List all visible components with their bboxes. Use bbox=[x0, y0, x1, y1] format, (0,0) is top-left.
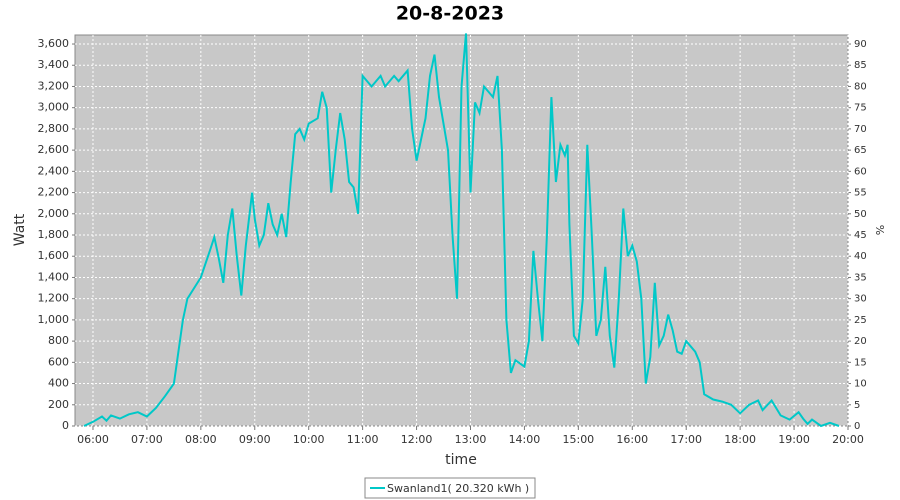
y2-tick-label: 70 bbox=[854, 124, 867, 135]
x-tick-label: 07:00 bbox=[131, 433, 163, 446]
y2-tick-label: 55 bbox=[854, 188, 867, 199]
y2-tick-label: 30 bbox=[854, 294, 867, 305]
y-tick-label: 3,400 bbox=[38, 58, 70, 71]
x-tick-label: 06:00 bbox=[77, 433, 109, 446]
y2-tick-label: 65 bbox=[854, 145, 867, 156]
x-tick-label: 08:00 bbox=[185, 433, 217, 446]
x-tick-label: 14:00 bbox=[509, 433, 541, 446]
x-tick-label: 12:00 bbox=[401, 433, 433, 446]
y-tick-label: 600 bbox=[48, 355, 69, 368]
x-tick-label: 19:00 bbox=[778, 433, 810, 446]
y2-tick-label: 50 bbox=[854, 209, 867, 220]
y-axis-title: Watt bbox=[12, 213, 28, 246]
y2-tick-label: 20 bbox=[854, 336, 867, 347]
y-tick-label: 3,200 bbox=[38, 79, 70, 92]
x-tick-label: 15:00 bbox=[562, 433, 594, 446]
legend bbox=[364, 477, 536, 499]
y-tick-label: 2,000 bbox=[38, 207, 70, 220]
y-tick-label: 1,000 bbox=[38, 313, 70, 326]
y-tick-label: 3,000 bbox=[38, 101, 70, 114]
x-axis-title: time bbox=[445, 452, 477, 468]
x-tick-label: 16:00 bbox=[616, 433, 648, 446]
y-tick-label: 1,600 bbox=[38, 249, 70, 262]
x-tick-label: 11:00 bbox=[347, 433, 379, 446]
y2-tick-label: 90 bbox=[854, 39, 867, 50]
y2-tick-label: 60 bbox=[854, 166, 867, 177]
y-tick-label: 800 bbox=[48, 334, 69, 347]
y2-tick-label: 10 bbox=[854, 379, 867, 390]
y-tick-label: 2,800 bbox=[38, 122, 70, 135]
y-tick-label: 1,800 bbox=[38, 228, 70, 241]
y2-tick-label: 45 bbox=[854, 230, 867, 241]
y-tick-label: 1,400 bbox=[38, 270, 70, 283]
y2-tick-label: 35 bbox=[854, 272, 867, 283]
series-line bbox=[83, 33, 840, 428]
y-tick-label: 3,600 bbox=[38, 37, 70, 50]
y2-tick-label: 5 bbox=[854, 400, 860, 411]
y-tick-label: 0 bbox=[62, 419, 69, 432]
x-tick-label: 18:00 bbox=[724, 433, 756, 446]
x-tick-label: 13:00 bbox=[455, 433, 487, 446]
y-tick-label: 400 bbox=[48, 377, 69, 390]
y-tick-label: 2,200 bbox=[38, 186, 70, 199]
y2-tick-label: 25 bbox=[854, 315, 867, 326]
x-tick-label: 17:00 bbox=[670, 433, 702, 446]
y2-tick-label: 40 bbox=[854, 251, 867, 262]
x-tick-label: 09:00 bbox=[239, 433, 271, 446]
y2-tick-label: 75 bbox=[854, 103, 867, 114]
y2-tick-label: 0 bbox=[854, 421, 860, 432]
y-tick-label: 1,200 bbox=[38, 292, 70, 305]
legend-label: Swanland1( 20.320 kWh ) bbox=[387, 482, 529, 495]
x-tick-label: 10:00 bbox=[293, 433, 325, 446]
y-tick-label: 200 bbox=[48, 398, 69, 411]
y2-tick-label: 85 bbox=[854, 60, 867, 71]
x-tick-label: 20:00 bbox=[832, 433, 864, 446]
y-tick-label: 2,400 bbox=[38, 164, 70, 177]
y2-tick-label: 15 bbox=[854, 357, 867, 368]
y2-tick-label: 80 bbox=[854, 81, 867, 92]
y2-axis-title: % bbox=[874, 225, 887, 235]
chart-title: 20-8-2023 bbox=[396, 3, 504, 25]
y-tick-label: 2,600 bbox=[38, 143, 70, 156]
